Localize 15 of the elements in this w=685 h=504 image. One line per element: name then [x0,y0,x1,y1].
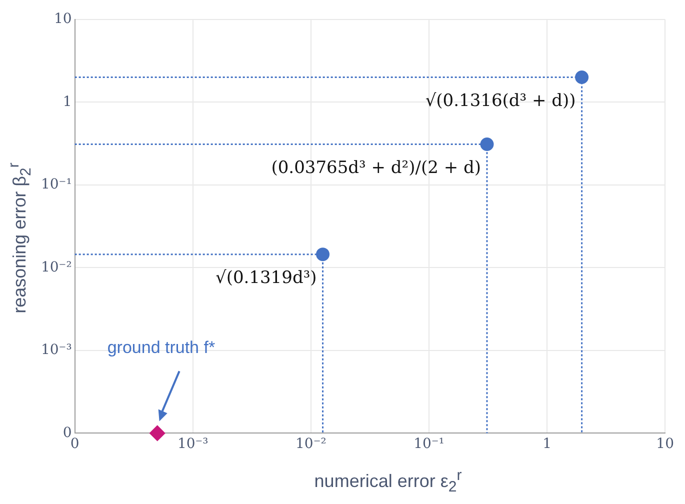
y-tick-label: 10⁻¹ [40,176,72,193]
x-tick-label: 1 [542,436,552,452]
y-tick-label: 1 [62,94,72,110]
annotation: √(0.1316(d³ + d)) [425,91,576,112]
x-tick-label: 10⁻³ [177,436,208,452]
y-tick-label: 10⁻³ [40,342,72,358]
x-tick-label: 10 [656,436,674,452]
x-tick-label: 10⁻¹ [414,436,444,452]
annotation: ground truth f* [107,338,216,358]
annotation: √(0.1319d³) [215,268,317,288]
y-tick-label: 10⁻² [40,259,72,276]
x-tick-label: 10⁻² [296,436,326,452]
y-tick-label: 0 [62,424,72,441]
y-tick-label: 10 [54,11,72,28]
annotation: (0.03765d³ + d²)/(2 + d) [271,158,481,178]
